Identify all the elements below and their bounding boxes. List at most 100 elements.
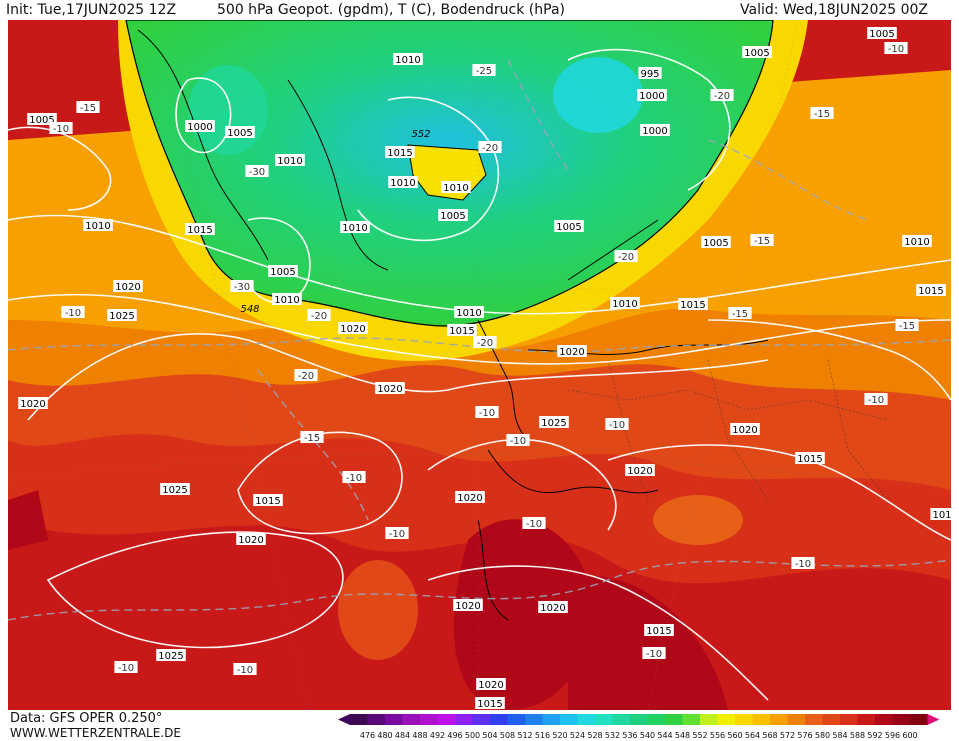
scale-value-label: 576 [797, 731, 812, 740]
temperature-label: -15 [728, 307, 752, 320]
scale-box [385, 714, 403, 725]
temperature-label-text: -15 [732, 309, 748, 320]
scale-value-label: 488 [412, 731, 427, 740]
isotherms [8, 59, 951, 621]
pressure-label: 1010 [340, 221, 370, 234]
pressure-label-text: 1020 [377, 384, 402, 395]
scale-value-label: 552 [692, 731, 707, 740]
scale-box [875, 714, 893, 725]
pressure-label-text: 1015 [797, 454, 822, 465]
scale-box [472, 714, 490, 725]
pressure-label-text: 1025 [541, 418, 566, 429]
scale-value-label: 596 [885, 731, 900, 740]
pressure-label: 1020 [338, 322, 368, 335]
scale-box [717, 714, 735, 725]
lat-lon-grid [8, 20, 951, 710]
scale-value-label: 484 [395, 731, 410, 740]
pressure-label-text: 1025 [162, 485, 187, 496]
pressure-label-text: 1010 [277, 156, 302, 167]
pressure-label-text: 1010 [612, 299, 637, 310]
scale-low-cap [338, 714, 350, 725]
pressure-label: 1015 [385, 146, 415, 159]
temperature-label: -10 [475, 406, 499, 419]
scale-value-label: 560 [727, 731, 742, 740]
pressure-label: 1025 [539, 416, 569, 429]
scale-box [630, 714, 648, 725]
height-labels: 552 548 [240, 129, 430, 315]
scale-value-label: 528 [587, 731, 602, 740]
pressure-label-text: 1020 [455, 601, 480, 612]
temperature-label-text: -10 [646, 649, 662, 660]
temperature-label-text: -15 [814, 109, 830, 120]
scale-value-label: 572 [780, 731, 795, 740]
pressure-label: 1020 [476, 678, 506, 691]
pressure-label-text: 995 [640, 69, 659, 80]
data-source: Data: GFS OPER 0.250° [10, 711, 163, 726]
scale-value-label: 600 [902, 731, 917, 740]
scale-value-label: 480 [377, 731, 392, 740]
scale-value-label: 504 [482, 731, 497, 740]
temperature-label: -20 [294, 369, 318, 382]
pressure-label-text: 1015 [646, 626, 671, 637]
pressure-label-text: 1020 [457, 493, 482, 504]
pressure-label-text: 1010 [395, 55, 420, 66]
scale-box [437, 714, 455, 725]
pressure-label-text: 1000 [639, 91, 664, 102]
pressure-label-text: 1005 [227, 128, 252, 139]
temperature-label-text: -10 [795, 559, 811, 570]
temperature-label-text: -15 [899, 321, 915, 332]
pressure-label: 1015 [447, 324, 477, 337]
country-borders [567, 359, 889, 501]
temperature-label: -30 [245, 165, 269, 178]
scale-value-label: 588 [850, 731, 865, 740]
temperature-label: -10 [605, 418, 629, 431]
scale-box [892, 714, 910, 725]
pressure-label: 1020 [18, 397, 48, 410]
pressure-label: 1025 [160, 483, 190, 496]
temperature-label: -30 [230, 280, 254, 293]
valid-time: Valid: Wed,18JUN2025 00Z [740, 2, 929, 18]
pressure-label-text: 1000 [187, 122, 212, 133]
temperature-label: -15 [76, 101, 100, 114]
pressure-label: 1010 [393, 53, 423, 66]
scale-box [560, 714, 578, 725]
pressure-label-text: 1020 [20, 399, 45, 410]
pressure-label-text: 1015 [477, 699, 502, 710]
scale-value-label: 544 [657, 731, 672, 740]
pressure-label: 1015 [475, 697, 505, 710]
pressure-label: 1010 [454, 306, 484, 319]
scale-box [805, 714, 823, 725]
pressure-label-text: 1010 [274, 295, 299, 306]
temperature-label: -15 [300, 431, 324, 444]
scale-value-label: 476 [360, 731, 375, 740]
temperature-label-text: -20 [477, 338, 493, 349]
pressure-label-text: 1010 [456, 308, 481, 319]
temperature-label: -10 [884, 42, 908, 55]
pressure-label: 1020 [557, 345, 587, 358]
pressure-label: 1000 [185, 120, 215, 133]
map-canvas: 1005 1005 1010 995 1000 1000 1005 1000 1005 1010 1… [8, 20, 951, 710]
scale-box [420, 714, 438, 725]
temperature-labels: -10-25-20-15-15-10-20-30-15-20-30-20 -15-… [49, 42, 919, 676]
temperature-label: -20 [307, 309, 331, 322]
pressure-label-text: 1010 [85, 221, 110, 232]
pressure-label: 1005 [867, 27, 897, 40]
init-time: Init: Tue,17JUN2025 12Z [6, 2, 177, 18]
scale-value-label: 568 [762, 731, 777, 740]
scale-value-label: 520 [552, 731, 567, 740]
pressure-label-text: 1010 [904, 237, 929, 248]
temperature-label: -20 [614, 250, 638, 263]
scale-box [525, 714, 543, 725]
pressure-label-text: 1015 [918, 286, 943, 297]
pressure-label-text: 1005 [270, 267, 295, 278]
pressure-label: 1020 [625, 464, 655, 477]
scale-value-label: 516 [535, 731, 550, 740]
pressure-label: 1025 [156, 649, 186, 662]
temperature-label-text: -10 [389, 529, 405, 540]
pressure-label-text: 1025 [158, 651, 183, 662]
pressure-label: 1015 [916, 284, 946, 297]
pressure-label-text: 1020 [340, 324, 365, 335]
scale-value-label: 500 [465, 731, 480, 740]
height-label: 548 [240, 304, 259, 315]
scale-box [735, 714, 753, 725]
